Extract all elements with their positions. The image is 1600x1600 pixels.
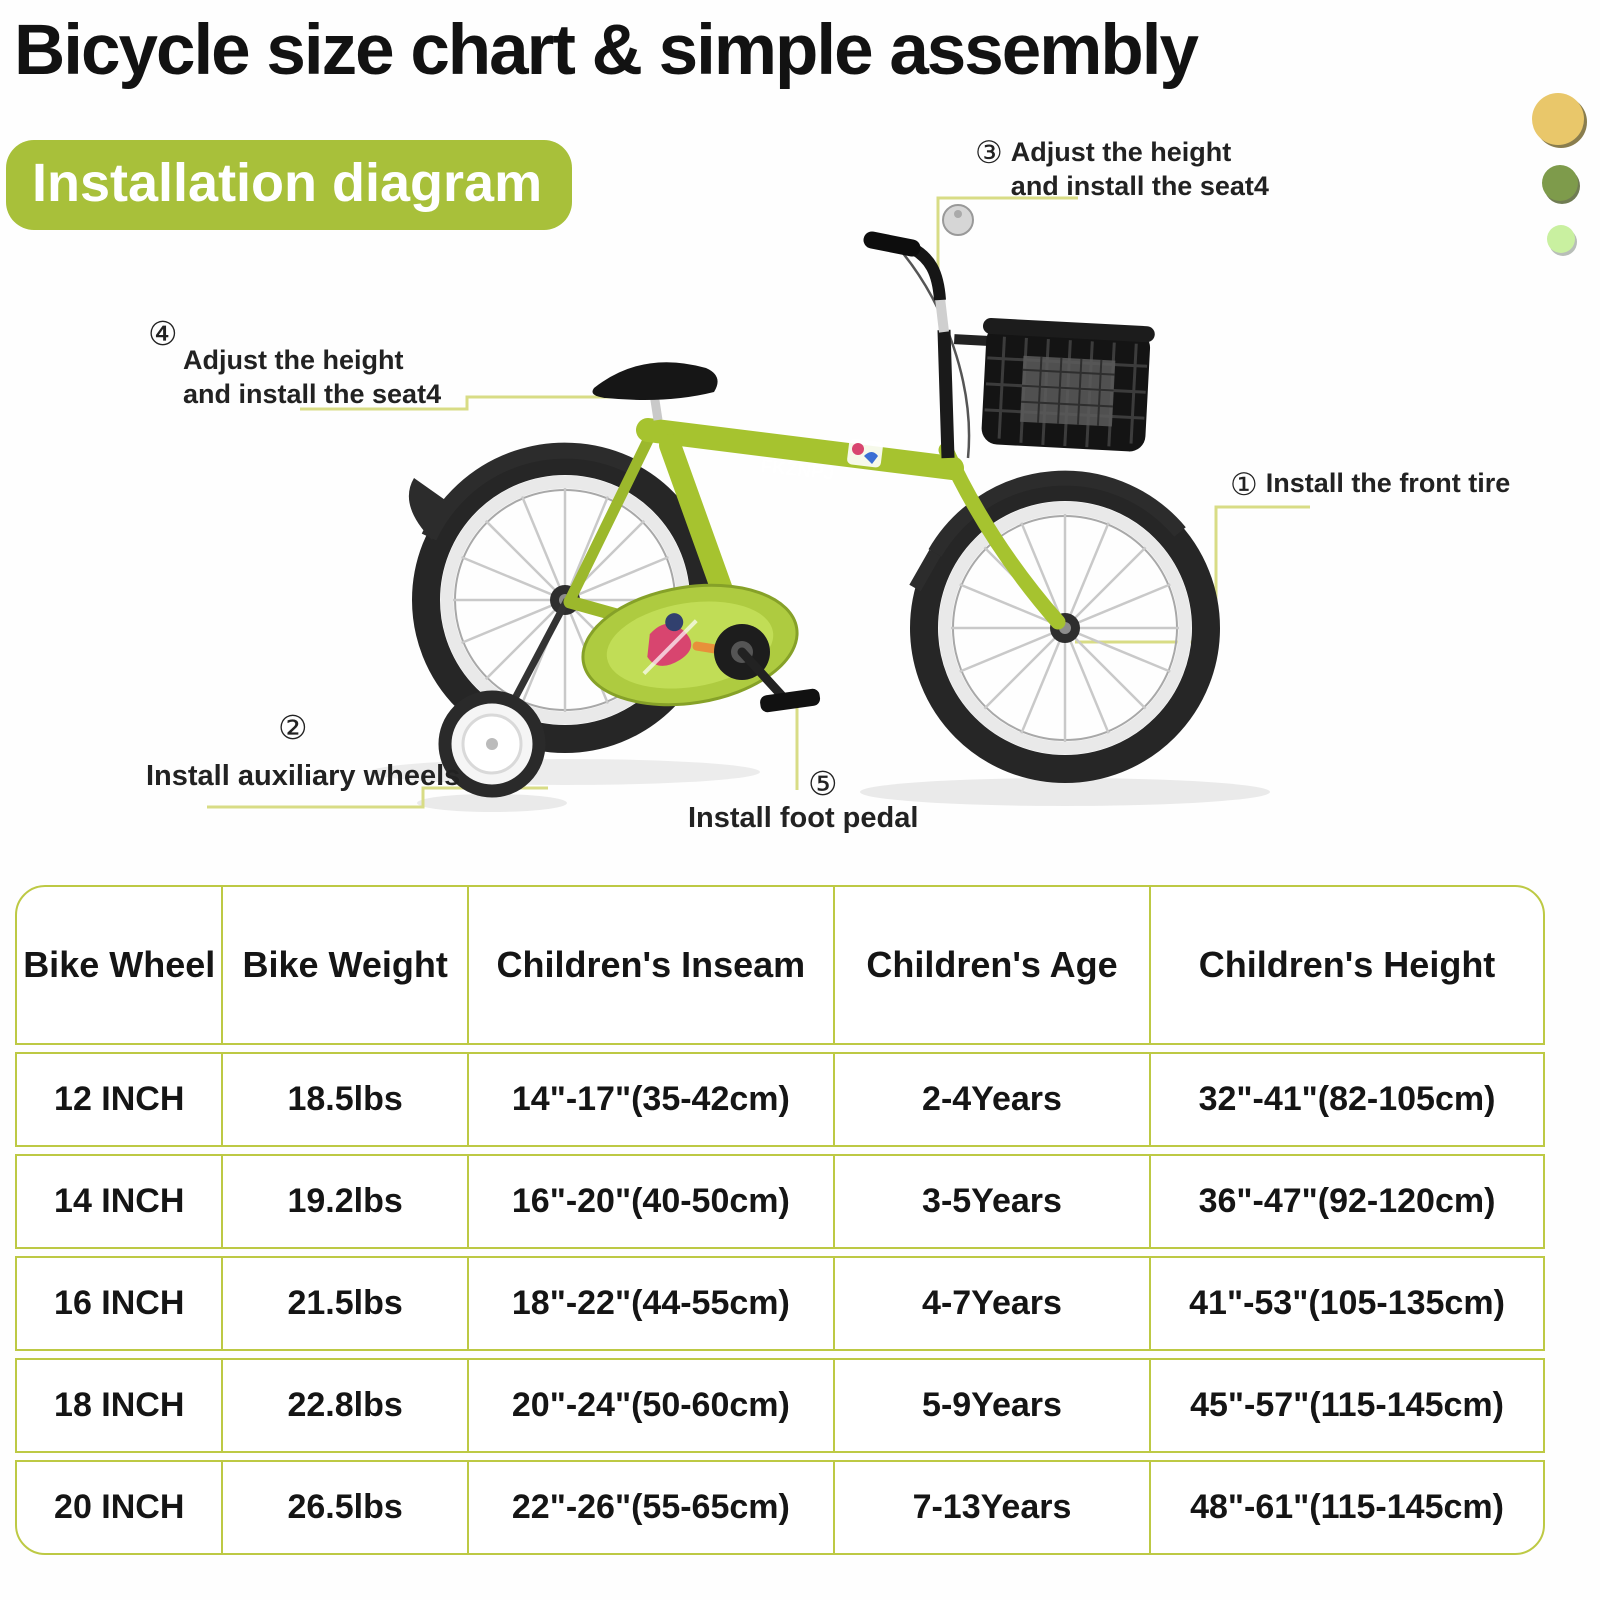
cell-weight: 18.5lbs bbox=[223, 1054, 469, 1145]
yellow-dot bbox=[1532, 93, 1584, 145]
callout-1: ① Install the front tire bbox=[1230, 467, 1511, 502]
cell-weight: 19.2lbs bbox=[223, 1156, 469, 1247]
cell-age: 7-13Years bbox=[835, 1462, 1152, 1553]
cell-age: 3-5Years bbox=[835, 1156, 1152, 1247]
callout-3-line1: Adjust the height bbox=[1010, 137, 1232, 167]
callout-4-line2: and install the seat4 bbox=[183, 378, 442, 409]
cell-wheel: 12 INCH bbox=[17, 1054, 224, 1145]
front-wheel bbox=[910, 473, 1220, 783]
top-tube bbox=[636, 418, 964, 480]
cell-inseam: 20"-24"(50-60cm) bbox=[469, 1360, 835, 1451]
callout-4: Adjust the height and install the seat4 bbox=[183, 344, 441, 412]
header-bike-weight: Bike Weight bbox=[223, 887, 469, 1043]
brake-cable bbox=[901, 251, 971, 459]
front-fork bbox=[938, 442, 1066, 630]
crank-and-pedal bbox=[714, 624, 821, 713]
cell-wheel: 18 INCH bbox=[17, 1360, 224, 1451]
leader-line-3 bbox=[936, 196, 1078, 276]
rear-fender bbox=[421, 442, 639, 541]
callout-3-number: ③ bbox=[975, 135, 1003, 170]
header-children-height: Children's Height bbox=[1198, 944, 1496, 985]
callout-4-number: ④ bbox=[148, 315, 178, 352]
front-mud-flap bbox=[909, 549, 941, 592]
light-green-dot bbox=[1547, 225, 1575, 253]
cell-weight: 26.5lbs bbox=[223, 1462, 469, 1553]
cell-inseam: 18"-22"(44-55cm) bbox=[469, 1258, 835, 1349]
table-row: 16 INCH 21.5lbs 18"-22"(44-55cm) 4-7Year… bbox=[15, 1256, 1545, 1351]
stem-chrome bbox=[935, 297, 949, 333]
callout-4-line1: Adjust the height bbox=[183, 345, 404, 375]
callout-1-label: Install the front tire bbox=[1265, 468, 1511, 498]
callout-3: ③ Adjust the height and install the seat4 bbox=[975, 135, 1269, 204]
cell-inseam: 22"-26"(55-65cm) bbox=[469, 1462, 835, 1553]
cell-wheel: 14 INCH bbox=[17, 1156, 224, 1247]
page-title: Bicycle size chart & simple assembly bbox=[14, 11, 1199, 90]
cell-weight: 21.5lbs bbox=[223, 1258, 469, 1349]
saddle bbox=[592, 362, 718, 400]
cell-height: 32"-41"(82-105cm) bbox=[1198, 1080, 1496, 1118]
leader-line-4 bbox=[300, 395, 632, 411]
palette-dots bbox=[1532, 93, 1587, 256]
crank-arm bbox=[737, 647, 789, 703]
cell-age: 4-7Years bbox=[835, 1258, 1152, 1349]
cell-weight: 22.8lbs bbox=[223, 1360, 469, 1451]
cell-age: 2-4Years bbox=[835, 1054, 1152, 1145]
cell-height: 41"-53"(105-135cm) bbox=[1189, 1284, 1505, 1322]
cell-height: 36"-47"(92-120cm) bbox=[1198, 1182, 1496, 1220]
cell-height: 45"-57"(115-145cm) bbox=[1190, 1386, 1504, 1424]
handlebar-grip bbox=[863, 231, 921, 257]
cell-age: 5-9Years bbox=[835, 1360, 1152, 1451]
seat bbox=[592, 362, 718, 421]
rear-fender-tail bbox=[408, 478, 448, 540]
cell-inseam: 16"-20"(40-50cm) bbox=[469, 1156, 835, 1247]
fenders bbox=[408, 442, 1186, 592]
olive-dot bbox=[1542, 165, 1578, 201]
basket-mount bbox=[953, 334, 995, 347]
header-children-age: Children's Age bbox=[835, 887, 1152, 1043]
callout-2-label: Install auxiliary wheels bbox=[146, 760, 461, 792]
bike-diagram: FKZNPJ bbox=[207, 196, 1310, 812]
stem-lower bbox=[937, 329, 955, 459]
header-bike-wheel: Bike Wheel bbox=[17, 887, 224, 1043]
size-table: Bike Wheel Bike Weight Children's Inseam… bbox=[15, 885, 1545, 1555]
table-row: 18 INCH 22.8lbs 20"-24"(50-60cm) 5-9Year… bbox=[15, 1358, 1545, 1453]
seat-stay bbox=[564, 426, 658, 606]
handlebar bbox=[908, 242, 946, 301]
installation-banner: Installation diagram bbox=[6, 140, 573, 230]
pedal bbox=[760, 688, 821, 713]
callout-1-number: ① bbox=[1230, 467, 1258, 502]
frame-sticker bbox=[847, 438, 883, 468]
cell-wheel: 16 INCH bbox=[17, 1258, 224, 1349]
header-children-inseam: Children's Inseam bbox=[469, 887, 835, 1043]
table-row: 14 INCH 19.2lbs 16"-20"(40-50cm) 3-5Year… bbox=[15, 1154, 1545, 1249]
callout-5-label: Install foot pedal bbox=[688, 802, 919, 834]
table-row: 20 INCH 26.5lbs 22"-26"(55-65cm) 7-13Yea… bbox=[15, 1460, 1545, 1555]
cell-wheel: 20 INCH bbox=[17, 1462, 224, 1553]
cell-inseam: 14"-17"(35-42cm) bbox=[469, 1054, 835, 1145]
bell bbox=[942, 204, 974, 236]
front-fender bbox=[928, 470, 1186, 557]
front-basket bbox=[953, 318, 1155, 452]
training-wheel bbox=[438, 690, 546, 798]
table-header-row: Bike Wheel Bike Weight Children's Inseam… bbox=[15, 885, 1545, 1045]
callout-2-number: ② bbox=[278, 709, 308, 746]
handlebar-assembly bbox=[863, 204, 974, 459]
callout-3-line2: and install the seat4 bbox=[1010, 170, 1269, 201]
leader-line-1 bbox=[1075, 505, 1310, 644]
callout-5-number: ⑤ bbox=[808, 765, 838, 802]
cell-height: 48"-61"(115-145cm) bbox=[1190, 1488, 1504, 1526]
table-row: 12 INCH 18.5lbs 14"-17"(35-42cm) 2-4Year… bbox=[15, 1052, 1545, 1147]
